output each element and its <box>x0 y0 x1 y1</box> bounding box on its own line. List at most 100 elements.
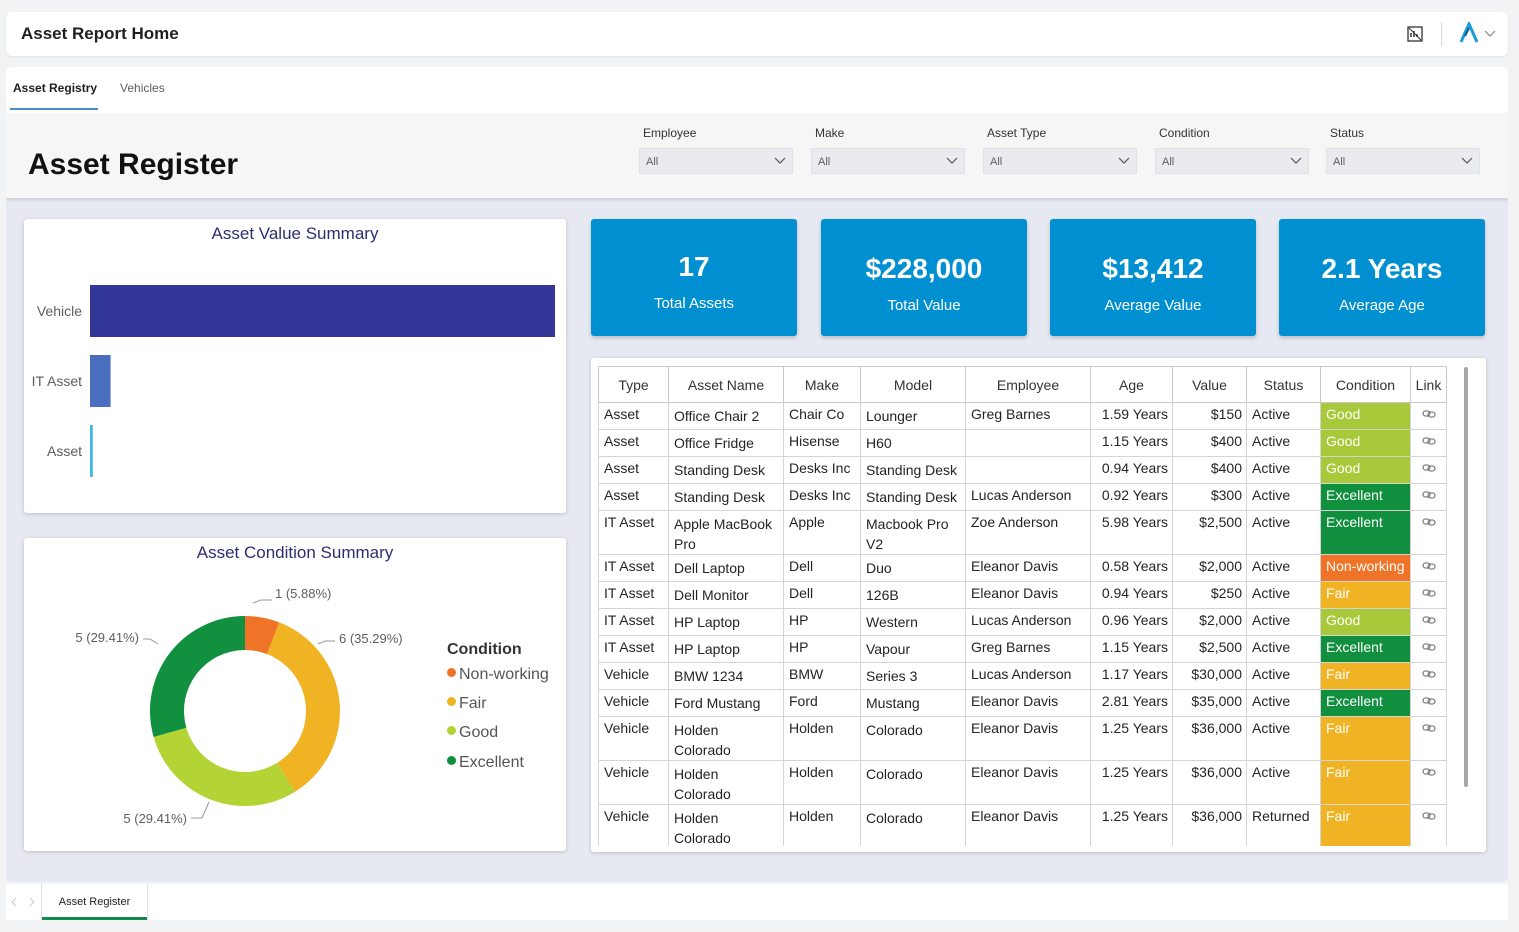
bar-it-asset[interactable] <box>90 355 111 407</box>
cell-model: Vapour <box>860 635 966 663</box>
report-icon[interactable] <box>1406 25 1424 43</box>
bar-vehicle[interactable] <box>90 285 555 337</box>
cell-age: 1.25 Years <box>1090 716 1173 761</box>
category-label: IT Asset <box>32 373 82 389</box>
column-header-make[interactable]: Make <box>783 366 861 403</box>
cell-age: 1.25 Years <box>1090 760 1173 805</box>
table-row[interactable]: Asset Office Chair 2 Chair Co Lounger Greg B… <box>598 402 1447 430</box>
employee-dropdown[interactable]: All <box>639 148 793 174</box>
data-label: 1 (5.88%) <box>275 586 331 601</box>
table-row[interactable]: IT Asset Dell Monitor Dell 126B Eleanor Davi… <box>598 581 1447 609</box>
table-row[interactable]: Vehicle BMW 1234 BMW Series 3 Lucas Anderson… <box>598 662 1447 690</box>
brand-logo-icon[interactable] <box>1458 22 1480 44</box>
link-icon[interactable] <box>1410 608 1447 636</box>
filter-label: Employee <box>643 126 697 140</box>
legend-item-fair[interactable]: Fair <box>447 695 487 713</box>
chevron-left-icon[interactable] <box>11 897 17 907</box>
category-label: Asset <box>47 443 82 459</box>
asset-type-dropdown[interactable]: All <box>983 148 1137 174</box>
link-icon[interactable] <box>1410 662 1447 690</box>
column-header-link[interactable]: Link <box>1410 366 1447 403</box>
table-row[interactable]: IT Asset HP Laptop HP Western Lucas Anderson… <box>598 608 1447 636</box>
cell-status: Active <box>1246 402 1321 430</box>
bar-asset[interactable] <box>90 425 93 477</box>
leader-line <box>252 599 272 604</box>
tab-asset-registry[interactable]: Asset Registry <box>13 81 98 95</box>
legend-item-excellent[interactable]: Excellent <box>447 754 524 772</box>
link-icon[interactable] <box>1410 689 1447 717</box>
slice-non-working[interactable] <box>245 616 280 655</box>
table-row[interactable]: Asset Standing Desk Desks Inc Standing Desk… <box>598 483 1447 511</box>
column-header-value[interactable]: Value <box>1172 366 1247 403</box>
slice-good[interactable] <box>153 727 296 806</box>
cell-employee: Eleanor Davis <box>965 716 1091 761</box>
filter-value: All <box>990 156 1003 168</box>
kpi-value: 17 <box>678 251 710 282</box>
column-header-asset-name[interactable]: Asset Name <box>668 366 784 403</box>
cell-age: 0.96 Years <box>1090 608 1173 636</box>
table-row[interactable]: Vehicle Holden Colorado Holden Colorado Elea… <box>598 760 1447 805</box>
link-icon[interactable] <box>1410 402 1447 430</box>
status-dropdown[interactable]: All <box>1326 148 1480 174</box>
table-header-row: Type Asset Name Make Model Employee Age Value S… <box>598 366 1447 403</box>
link-icon[interactable] <box>1410 716 1447 761</box>
link-icon[interactable] <box>1410 581 1447 609</box>
cell-asset-name: HP Laptop <box>668 635 784 663</box>
link-icon[interactable] <box>1410 483 1447 511</box>
link-icon[interactable] <box>1410 510 1447 555</box>
column-header-employee[interactable]: Employee <box>965 366 1091 403</box>
link-icon[interactable] <box>1410 456 1447 484</box>
column-header-model[interactable]: Model <box>860 366 966 403</box>
column-header-type[interactable]: Type <box>598 366 669 403</box>
cell-status: Active <box>1246 760 1321 805</box>
table-row[interactable]: IT Asset Dell Laptop Dell Duo Eleanor Davis 0… <box>598 554 1447 582</box>
legend-item-good[interactable]: Good <box>447 724 498 742</box>
asset-condition-chart[interactable]: Asset Condition Summary 1 (5.88%) 6 (35.2… <box>24 538 566 851</box>
cell-value: $2,500 <box>1172 635 1247 663</box>
cell-make: Desks Inc <box>783 483 861 511</box>
tab-vehicles[interactable]: Vehicles <box>120 81 165 95</box>
column-header-status[interactable]: Status <box>1246 366 1321 403</box>
link-icon <box>1422 589 1436 597</box>
table-row[interactable]: Vehicle Ford Mustang Ford Mustang Eleanor Da… <box>598 689 1447 717</box>
kpi-value: 2.1 Years <box>1321 253 1443 284</box>
data-label: 5 (29.41%) <box>75 630 139 645</box>
cell-asset-name: Office Fridge <box>668 429 784 457</box>
page-tab-asset-register[interactable]: Asset Register <box>41 884 148 920</box>
link-icon[interactable] <box>1410 429 1447 457</box>
link-icon[interactable] <box>1410 804 1447 846</box>
filter-value: All <box>1162 156 1175 168</box>
table-row[interactable]: Asset Office Fridge Hisense H60 1.15 Years $4… <box>598 429 1447 457</box>
table-row[interactable]: Asset Standing Desk Desks Inc Standing Desk… <box>598 456 1447 484</box>
column-header-condition[interactable]: Condition <box>1320 366 1411 403</box>
kpi-total-value: $228,000 Total Value <box>821 219 1027 336</box>
table-row[interactable]: IT Asset HP Laptop HP Vapour Greg Barnes 1.15… <box>598 635 1447 663</box>
table-scrollbar[interactable] <box>1464 367 1468 787</box>
cell-type: IT Asset <box>598 554 669 582</box>
legend-label: Non-working <box>459 666 549 683</box>
table-row[interactable]: Vehicle Holden Colorado Holden Colorado Elea… <box>598 804 1447 846</box>
cell-type: Asset <box>598 456 669 484</box>
legend-item-non-working[interactable]: Non-working <box>447 666 549 684</box>
condition-dropdown[interactable]: All <box>1155 148 1309 174</box>
cell-condition: Fair <box>1320 760 1411 805</box>
cell-model: Lounger <box>860 402 966 430</box>
slice-excellent[interactable] <box>149 616 245 737</box>
asset-value-chart[interactable]: Asset Value Summary Vehicle IT Asset Asset <box>24 219 566 513</box>
chevron-right-icon[interactable] <box>29 897 35 907</box>
cell-model: Western <box>860 608 966 636</box>
slice-fair[interactable] <box>267 622 341 792</box>
chevron-down-icon[interactable] <box>1484 27 1496 39</box>
column-header-age[interactable]: Age <box>1090 366 1173 403</box>
link-icon[interactable] <box>1410 635 1447 663</box>
asset-table-viewport[interactable]: Type Asset Name Make Model Employee Age Value S… <box>598 366 1448 846</box>
cell-employee: Eleanor Davis <box>965 760 1091 805</box>
make-dropdown[interactable]: All <box>811 148 965 174</box>
link-icon[interactable] <box>1410 554 1447 582</box>
table-row[interactable]: Vehicle Holden Colorado Holden Colorado Elea… <box>598 716 1447 761</box>
cell-employee: Eleanor Davis <box>965 804 1091 846</box>
link-icon[interactable] <box>1410 760 1447 805</box>
cell-type: IT Asset <box>598 581 669 609</box>
cell-asset-name: Office Chair 2 <box>668 402 784 430</box>
table-row[interactable]: IT Asset Apple MacBook Pro Apple Macbook Pr… <box>598 510 1447 555</box>
